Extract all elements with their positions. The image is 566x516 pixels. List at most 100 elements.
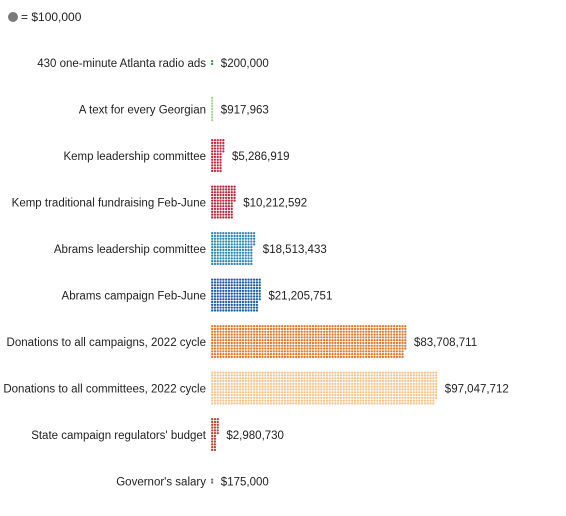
dot [303,325,306,328]
dot [216,336,219,339]
dot [300,325,303,328]
dot [241,371,245,374]
dot [404,339,407,342]
dot [390,393,393,397]
dot [398,377,401,380]
dot [300,396,303,399]
dot [247,385,250,388]
dot [219,281,222,284]
dot [381,355,385,359]
dot [241,254,245,257]
dot [219,139,222,142]
dot [247,306,250,309]
dot [219,303,222,306]
dot [225,402,228,405]
dot [253,339,256,342]
dot [264,393,267,397]
dot [264,388,267,391]
dot [367,355,371,359]
dot [264,399,267,402]
dot [370,391,373,394]
dot [295,341,298,345]
dot [393,347,396,350]
dot [300,341,303,345]
dot [289,385,292,388]
dot [339,371,343,374]
category-label: Kemp leadership committee [63,151,206,163]
dot [236,248,239,252]
dot [325,353,329,356]
dot [339,402,343,405]
dot [407,399,410,402]
dot [407,385,410,388]
dot [292,402,295,405]
dot [342,333,345,336]
dot [404,382,407,385]
dot [283,327,287,331]
dot [211,116,214,119]
dot [359,399,362,402]
dot [227,205,231,208]
dot [395,388,399,391]
dot [314,341,317,345]
dot [384,327,387,331]
dot [337,388,340,391]
dot [225,251,228,254]
dot [351,336,354,339]
dot [334,350,337,353]
dot [423,388,427,391]
dot [429,377,432,380]
dot [216,262,219,266]
dot [264,391,267,394]
dot [269,402,273,405]
dot [303,336,306,339]
dot [409,377,413,380]
dot [222,207,225,211]
dot [258,371,261,374]
dot [219,205,222,208]
dot [429,385,432,388]
dot [222,240,225,243]
dot [230,393,233,397]
dot [432,382,435,385]
dot [337,350,340,353]
dot [303,393,306,397]
dot [297,393,301,397]
dot [255,371,259,374]
dot [339,336,343,339]
dot [267,396,270,399]
dot [325,350,329,353]
dot [255,333,259,336]
dot [269,336,273,339]
dot [211,240,214,243]
dot [264,371,267,374]
dot [306,355,309,359]
dot [376,339,379,342]
dot [379,377,382,380]
dot [250,327,253,331]
dot [300,374,303,377]
dot [373,379,376,383]
dot [334,330,337,333]
dot [376,350,379,353]
dot [320,330,323,333]
dot [219,202,222,205]
dot [331,399,334,402]
dot [309,385,312,388]
dot [275,339,278,342]
dot [253,298,256,301]
dot [393,330,396,333]
dot [339,353,343,356]
dot [236,344,239,347]
dot [370,330,373,333]
dot [286,333,289,336]
dot [213,347,217,350]
dot [222,377,225,380]
dot [317,388,320,391]
dot [253,402,256,405]
dot [216,243,219,246]
dot [255,385,259,388]
dot [272,330,275,333]
dot [272,388,275,391]
dot [211,330,214,333]
